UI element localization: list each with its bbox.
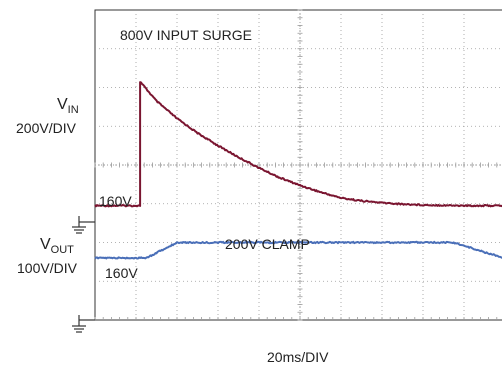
vin-ground-icon <box>72 216 95 234</box>
vin-channel-label: VIN <box>57 96 79 116</box>
vin-baseline-label: 160V <box>99 193 132 209</box>
input-surge-annotation: 800V INPUT SURGE <box>120 27 252 43</box>
clamp-annotation: 200V CLAMP <box>225 236 310 252</box>
vout-baseline-label: 160V <box>105 265 138 281</box>
x-axis-label: 20ms/DIV <box>267 349 329 365</box>
vin-channel-main: V <box>57 96 68 113</box>
vout-channel-main: V <box>40 236 51 253</box>
vin-channel-sub: IN <box>68 104 79 116</box>
traces <box>94 81 502 260</box>
vout-channel-label: VOUT <box>40 236 74 256</box>
vout-scale-label: 100V/DIV <box>17 260 78 276</box>
vin-trace <box>94 81 502 208</box>
vin-scale-label: 200V/DIV <box>16 120 77 136</box>
grid <box>94 9 502 321</box>
vout-ground-icon <box>72 315 95 333</box>
vout-trace <box>94 240 502 260</box>
vout-channel-sub: OUT <box>51 244 75 256</box>
